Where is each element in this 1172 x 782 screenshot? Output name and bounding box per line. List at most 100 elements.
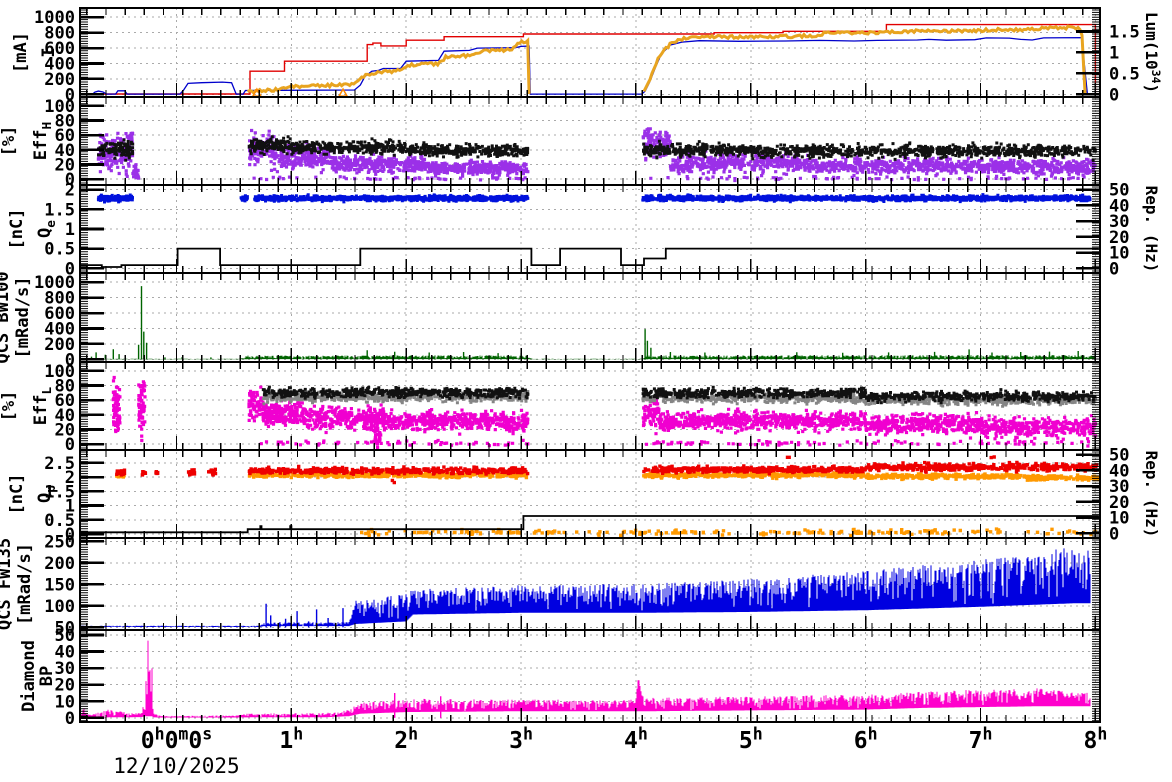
left-tick-label: 30 bbox=[55, 659, 75, 679]
right-axis-label-beam-current-luminosity: Lum(1034) bbox=[1142, 12, 1163, 93]
right-tick-label: 10 bbox=[1109, 244, 1129, 264]
left-tick-label: 20 bbox=[55, 676, 75, 696]
fw135-blue-band bbox=[79, 548, 1091, 627]
effh-black-dots bbox=[97, 135, 1097, 162]
right-tick-label: 1 bbox=[1109, 43, 1119, 63]
minor-tick-comb bbox=[80, 9, 1100, 95]
left-tick-label: 100 bbox=[44, 362, 75, 382]
left-tick-label: 2.5 bbox=[44, 454, 75, 474]
qp-red-dots bbox=[115, 455, 1099, 485]
right-tick-label: 0 bbox=[1109, 524, 1119, 544]
panel-frame bbox=[79, 629, 1101, 723]
left-tick-label: 200 bbox=[44, 70, 75, 90]
y-axis-label-bunch-charge-electron: Qe bbox=[35, 220, 59, 238]
right-tick-label: 0 bbox=[1109, 85, 1119, 105]
minor-tick-comb bbox=[80, 274, 1100, 360]
bw100-green-band bbox=[79, 355, 1096, 360]
x-tick-label: 6h bbox=[854, 724, 878, 754]
left-tick-label: 600 bbox=[44, 304, 75, 324]
luminosity-orange bbox=[246, 37, 531, 95]
y-axis-label-beam-current-luminosity: I bbox=[39, 47, 59, 57]
minor-tick-comb bbox=[80, 98, 1100, 184]
left-tick-label: 250 bbox=[44, 532, 75, 552]
x-tick-label: 3h bbox=[509, 724, 533, 754]
x-axis-labels: 0h0m0s 1h 2h 3h 4h 5h 6h 7h 8h 12/10/2025 bbox=[113, 724, 1107, 778]
left-tick-label: 80 bbox=[55, 111, 75, 131]
left-tick-label: 100 bbox=[44, 97, 75, 117]
y-axis-label-injection-efficiency-her: EffH bbox=[31, 122, 55, 160]
major-ticks bbox=[80, 15, 1100, 96]
left-tick-label: 600 bbox=[44, 39, 75, 59]
y-axis-label-qcs-fw135-loss: [mRad/s] bbox=[15, 543, 35, 625]
x-ticks bbox=[86, 273, 1097, 362]
qp-orange-dots bbox=[115, 470, 1101, 538]
y-axis-label-injection-efficiency-ler: [%] bbox=[0, 391, 19, 422]
left-tick-label: 2 bbox=[65, 181, 75, 201]
x-tick-label: 2h bbox=[394, 724, 418, 754]
x-tick-label: 1h bbox=[279, 724, 303, 754]
x-tick-label: 0h0m0s bbox=[141, 724, 212, 754]
left-tick-label: 60 bbox=[55, 126, 75, 146]
right-tick-label: 50 bbox=[1109, 446, 1129, 466]
right-tick-label: 0 bbox=[1109, 259, 1119, 279]
left-tick-label: 20 bbox=[55, 420, 75, 440]
grid-lines bbox=[175, 8, 1096, 722]
left-tick-label: 40 bbox=[55, 141, 75, 161]
left-tick-label: 400 bbox=[44, 54, 75, 74]
left-tick-label: 0 bbox=[65, 709, 75, 729]
fw135-blue-spikes bbox=[265, 603, 344, 628]
x-ticks bbox=[86, 97, 1097, 185]
left-tick-label: 800 bbox=[44, 289, 75, 309]
major-ticks bbox=[80, 369, 104, 446]
x-ticks bbox=[86, 185, 1097, 273]
rep-rate-positron bbox=[80, 515, 1099, 534]
target-current-red bbox=[80, 23, 1100, 95]
left-tick-label: 60 bbox=[55, 391, 75, 411]
left-tick-label: 50 bbox=[55, 618, 75, 638]
major-ticks bbox=[80, 280, 104, 361]
left-tick-label: 1.5 bbox=[44, 200, 75, 220]
major-ticks bbox=[80, 453, 1100, 536]
y-axis-label-beam-current-luminosity: [mA] bbox=[11, 32, 31, 73]
y-axis-label-injection-efficiency-her: [%] bbox=[0, 126, 19, 157]
right-tick-label: 20 bbox=[1109, 493, 1129, 513]
left-tick-label: 2 bbox=[65, 468, 75, 488]
left-tick-label: 40 bbox=[55, 406, 75, 426]
y-axis-label-qcs-bw100-loss: QCS BW100 bbox=[0, 271, 13, 363]
major-ticks bbox=[80, 540, 104, 629]
x-tick-label: 7h bbox=[969, 724, 993, 754]
effl-black-dots bbox=[261, 385, 1097, 405]
right-tick-label: 1.5 bbox=[1109, 22, 1140, 42]
qe-blue-dots bbox=[96, 193, 1092, 204]
left-tick-label: 200 bbox=[44, 335, 75, 355]
y-axis-label-bunch-charge-electron: [nC] bbox=[7, 209, 27, 250]
rep-rate-electron bbox=[80, 247, 1099, 268]
right-tick-label: 40 bbox=[1109, 196, 1129, 216]
y-axis-label-qcs-fw135-loss: QCS FW135 bbox=[0, 538, 15, 630]
left-tick-label: 800 bbox=[44, 24, 75, 44]
minor-tick-comb bbox=[80, 186, 1100, 272]
right-axis-label-bunch-charge-electron: Rep. (Hz) bbox=[1142, 186, 1161, 273]
left-tick-label: 50 bbox=[55, 626, 75, 646]
left-tick-label: 40 bbox=[55, 643, 75, 663]
panel-frame bbox=[79, 7, 1101, 98]
left-tick-label: 80 bbox=[55, 376, 75, 396]
right-axis-label-bunch-charge-positron: Rep. (Hz) bbox=[1142, 451, 1161, 538]
x-ticks bbox=[86, 450, 1097, 538]
y-axis-label-injection-efficiency-ler: EffL bbox=[31, 386, 55, 425]
left-tick-label: 1 bbox=[65, 220, 75, 240]
date-label: 12/10/2025 bbox=[113, 754, 239, 778]
x-tick-label: 8h bbox=[1083, 724, 1107, 754]
left-tick-label: 0 bbox=[65, 435, 75, 455]
x-ticks bbox=[86, 362, 1097, 450]
left-tick-label: 1.5 bbox=[44, 482, 75, 502]
bw100-green-spikes bbox=[90, 286, 1079, 360]
y-axis-label-bunch-charge-positron: Qp bbox=[35, 485, 59, 503]
